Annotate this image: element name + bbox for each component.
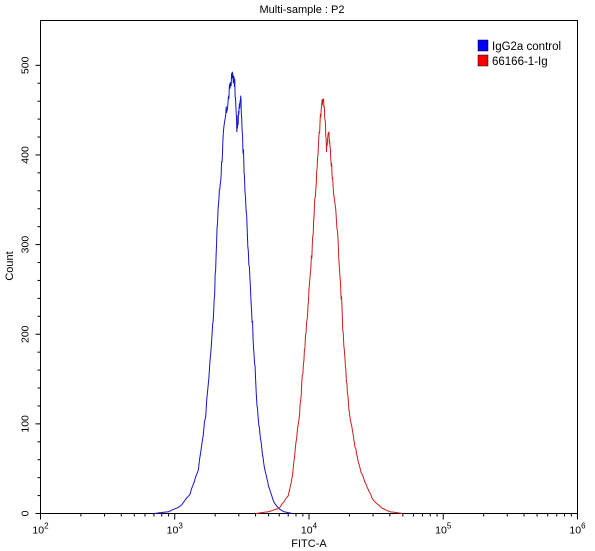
x-tick-label: 106 xyxy=(569,522,586,537)
legend-swatch xyxy=(477,54,489,67)
y-tick-label: 200 xyxy=(20,325,32,343)
series-line-2 xyxy=(255,98,403,514)
legend-label: IgG2a control xyxy=(492,41,561,53)
x-axis-title: FITC-A xyxy=(291,538,327,550)
legend-swatch xyxy=(477,39,489,52)
x-tick-label: 103 xyxy=(167,522,184,537)
y-tick-label: 0 xyxy=(20,510,32,516)
x-tick-label: 102 xyxy=(32,522,49,537)
y-tick-label: 300 xyxy=(20,236,32,254)
y-tick-label: 500 xyxy=(20,56,32,74)
series-line-1 xyxy=(153,71,293,514)
legend-label: 66166-1-Ig xyxy=(492,56,548,68)
series-group xyxy=(153,71,403,514)
plot-area-frame xyxy=(40,20,578,514)
y-tick-label: 400 xyxy=(20,146,32,164)
y-tick-label: 100 xyxy=(20,415,32,433)
x-tick-label: 105 xyxy=(435,522,452,537)
x-tick-label: 104 xyxy=(301,522,318,537)
x-axis: 102 103 104 105 106 xyxy=(32,513,586,537)
legend: IgG2a control 66166-1-Ig xyxy=(477,39,561,68)
y-axis-title: Count xyxy=(4,251,16,280)
chart-title: Multi-sample : P2 xyxy=(260,4,345,16)
y-axis: 0 100 200 300 400 500 xyxy=(20,56,41,516)
